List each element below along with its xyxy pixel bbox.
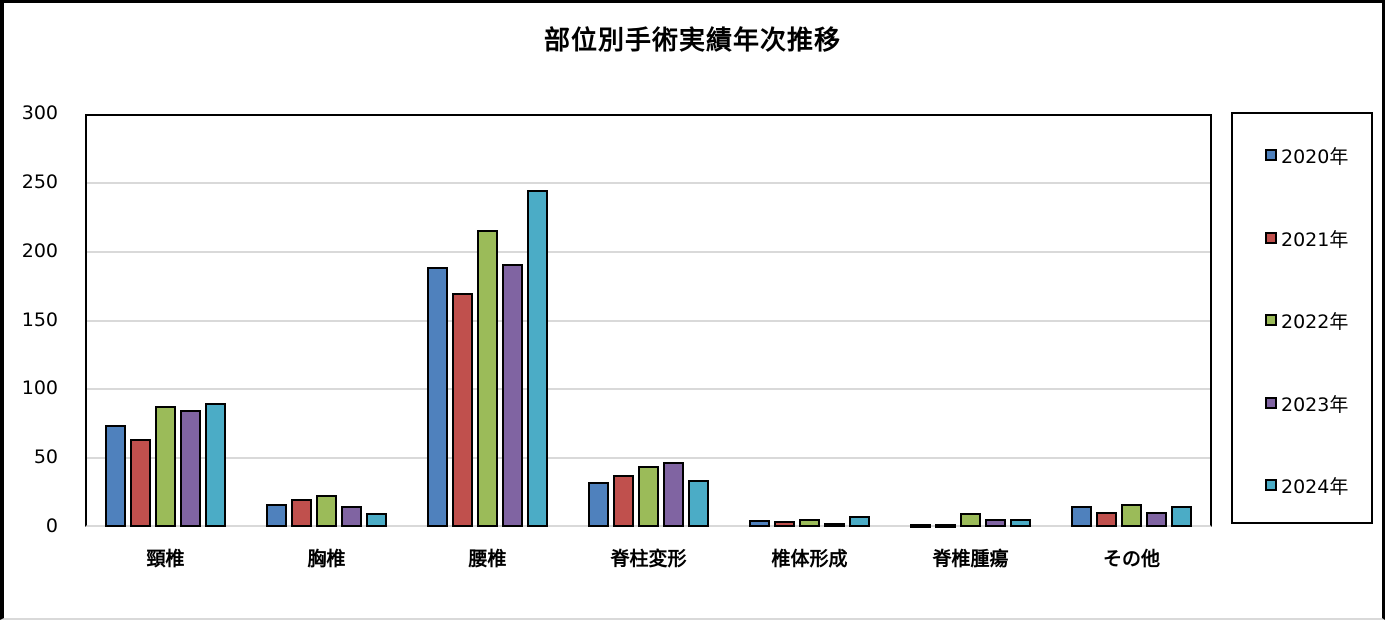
bar bbox=[1071, 506, 1092, 527]
y-tick-label: 200 bbox=[21, 239, 58, 262]
bar bbox=[205, 403, 226, 527]
bar bbox=[155, 405, 176, 527]
bar bbox=[316, 495, 337, 527]
bar bbox=[638, 466, 659, 527]
legend-label: 2024年 bbox=[1281, 475, 1349, 498]
gridline bbox=[87, 457, 1210, 460]
bar bbox=[477, 229, 498, 527]
bar bbox=[588, 481, 609, 527]
legend-label: 2020年 bbox=[1281, 145, 1349, 168]
bar bbox=[1121, 503, 1142, 527]
gridline bbox=[87, 388, 1210, 391]
gridline bbox=[87, 181, 1210, 184]
x-tick-label: 頸椎 bbox=[146, 548, 185, 570]
bar bbox=[452, 292, 473, 527]
bar bbox=[527, 189, 548, 527]
bar bbox=[613, 474, 634, 527]
bar bbox=[749, 520, 770, 527]
legend-swatch-icon bbox=[1265, 397, 1277, 409]
legend-swatch-icon bbox=[1265, 232, 1277, 244]
bar bbox=[799, 518, 820, 527]
bar bbox=[910, 524, 931, 529]
x-tick-label: 脊柱変形 bbox=[610, 548, 687, 570]
legend-item: 2021年 bbox=[1265, 227, 1349, 251]
bar bbox=[985, 518, 1006, 527]
bar bbox=[824, 522, 845, 527]
legend-item: 2023年 bbox=[1265, 392, 1349, 416]
legend-label: 2023年 bbox=[1281, 393, 1349, 416]
bar bbox=[266, 503, 287, 527]
bar bbox=[935, 524, 956, 529]
bar bbox=[130, 438, 151, 527]
bar bbox=[1146, 511, 1167, 527]
gridline bbox=[87, 319, 1210, 322]
legend-swatch-icon bbox=[1265, 314, 1277, 326]
plot-area bbox=[85, 114, 1212, 529]
bar bbox=[1096, 511, 1117, 527]
y-tick-label: 250 bbox=[21, 170, 58, 193]
legend-swatch-icon bbox=[1265, 149, 1277, 161]
bar bbox=[849, 515, 870, 527]
bar bbox=[663, 462, 684, 527]
y-tick-label: 100 bbox=[21, 377, 58, 400]
legend-item: 2020年 bbox=[1265, 144, 1349, 168]
chart-title: 部位別手術実績年次推移 bbox=[543, 26, 841, 56]
y-tick-label: 150 bbox=[21, 308, 58, 331]
bar bbox=[502, 264, 523, 527]
y-tick-label: 0 bbox=[45, 515, 58, 537]
bar bbox=[1010, 518, 1031, 527]
bar bbox=[960, 513, 981, 527]
gridline bbox=[87, 250, 1210, 253]
legend-item: 2024年 bbox=[1265, 474, 1349, 498]
x-tick-label: 脊椎腫瘍 bbox=[932, 548, 1009, 570]
x-tick-label: 椎体形成 bbox=[771, 548, 848, 570]
legend-label: 2022年 bbox=[1281, 310, 1349, 333]
x-tick-label: 胸椎 bbox=[307, 548, 346, 570]
x-tick-label: その他 bbox=[1102, 548, 1160, 570]
legend-swatch-icon bbox=[1265, 479, 1277, 491]
bar bbox=[341, 506, 362, 527]
x-tick-label: 腰椎 bbox=[468, 548, 507, 570]
y-tick-label: 300 bbox=[21, 102, 58, 124]
bar bbox=[366, 513, 387, 527]
bar bbox=[180, 409, 201, 527]
bar bbox=[1171, 506, 1192, 527]
y-tick-label: 50 bbox=[33, 446, 58, 469]
legend-item: 2022年 bbox=[1265, 309, 1349, 333]
legend: 2020年 2021年 2022年 2023年 2024年 bbox=[1231, 112, 1373, 524]
bar bbox=[105, 425, 126, 527]
bar bbox=[688, 480, 709, 527]
bar bbox=[774, 521, 795, 527]
legend-label: 2021年 bbox=[1281, 228, 1349, 251]
bar bbox=[291, 499, 312, 527]
bar bbox=[427, 266, 448, 527]
